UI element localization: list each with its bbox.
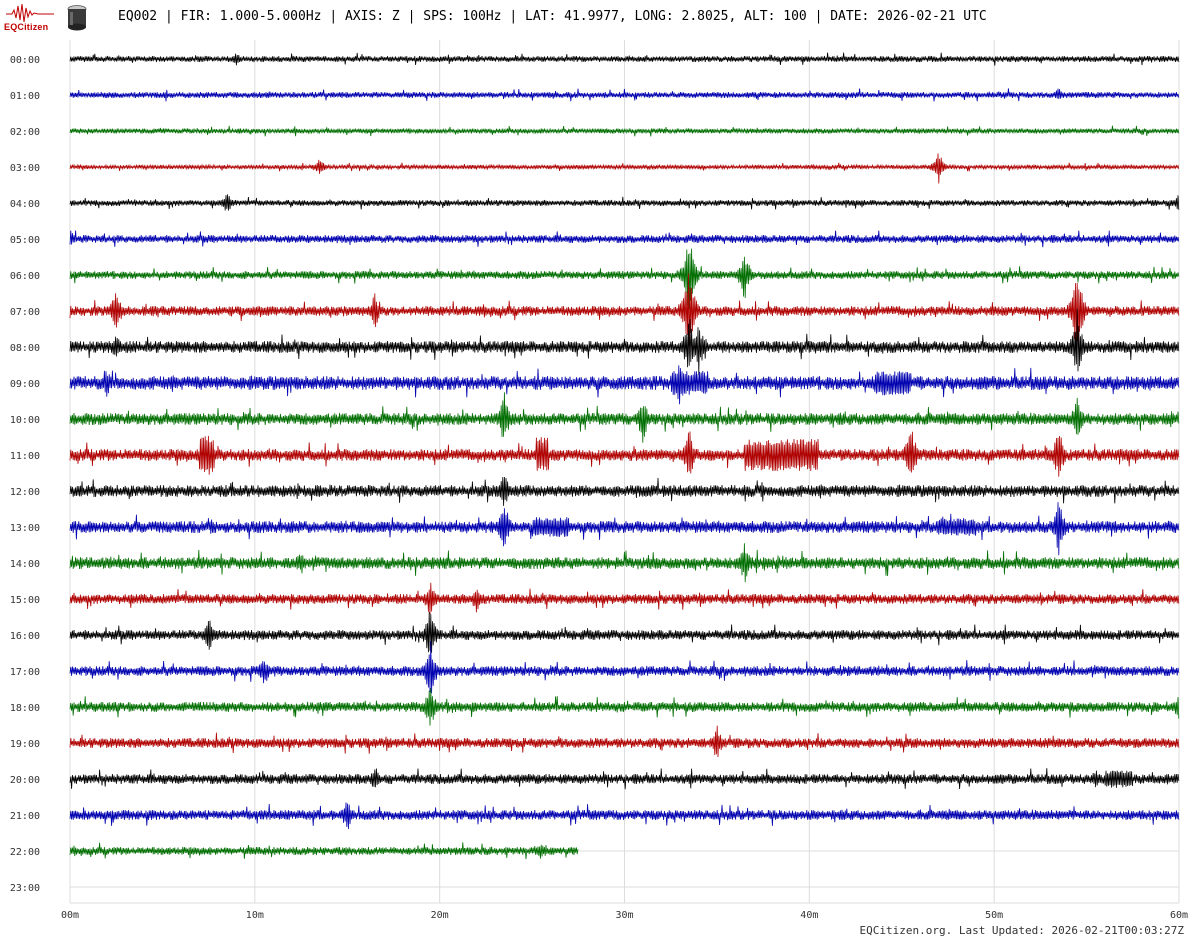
row-time-label: 17:00 — [10, 667, 40, 678]
x-tick-label: 40m — [800, 910, 818, 920]
row-time-label: 06:00 — [10, 271, 40, 282]
row-time-label: 13:00 — [10, 523, 40, 534]
seismic-trace — [69, 273, 1180, 355]
last-updated-footer: EQCitizen.org. Last Updated: 2026-02-21T… — [859, 924, 1184, 937]
row-time-label: 21:00 — [10, 811, 40, 822]
row-time-label: 07:00 — [10, 307, 40, 318]
row-time-label: 23:00 — [10, 883, 40, 894]
row-time-label: 16:00 — [10, 631, 40, 642]
seismic-trace — [69, 308, 1180, 375]
seismic-trace — [69, 88, 1180, 102]
x-tick-label: 60m — [1170, 910, 1188, 920]
seismic-trace — [69, 502, 1180, 556]
logo-text: EQCitizen — [4, 22, 49, 32]
row-time-label: 05:00 — [10, 235, 40, 246]
row-time-label: 08:00 — [10, 343, 40, 354]
x-tick-label: 10m — [246, 910, 264, 920]
seismic-trace — [69, 802, 1180, 830]
seismic-trace — [69, 641, 1180, 694]
row-time-label: 03:00 — [10, 163, 40, 174]
row-time-label: 04:00 — [10, 199, 40, 210]
grid-lines — [69, 40, 1180, 904]
seismic-trace — [69, 543, 1180, 583]
minute-tick-labels: 00m 10m 20m 30m 40m 50m 60m — [61, 910, 1188, 920]
header-bar: EQCitizen EQ002 | FIR: 1.000-5.000Hz | A… — [0, 0, 1200, 36]
helicorder-plot: 00:00 01:00 02:00 03:00 04:00 05:00 06:00 07:00… — [10, 40, 1188, 920]
row-time-label: 14:00 — [10, 559, 40, 570]
trace-group — [69, 52, 1180, 860]
seismic-trace — [69, 688, 1180, 726]
seismic-trace — [69, 476, 1180, 506]
row-time-labels: 00:00 01:00 02:00 03:00 04:00 05:00 06:00 07:00… — [10, 55, 40, 894]
seismic-trace — [69, 248, 1180, 310]
row-time-label: 00:00 — [10, 55, 40, 66]
seismic-trace — [69, 365, 1180, 405]
row-time-label: 12:00 — [10, 487, 40, 498]
row-time-label: 19:00 — [10, 739, 40, 750]
x-tick-label: 20m — [431, 910, 449, 920]
seismic-trace — [69, 431, 1180, 477]
row-time-label: 20:00 — [10, 775, 40, 786]
row-time-label: 01:00 — [10, 91, 40, 102]
x-tick-label: 50m — [985, 910, 1003, 920]
row-time-label: 22:00 — [10, 847, 40, 858]
seismograph-logo-icon — [6, 3, 54, 23]
seismic-trace — [69, 194, 1180, 211]
seismic-trace — [69, 52, 1180, 66]
row-time-label: 15:00 — [10, 595, 40, 606]
x-tick-label: 00m — [61, 910, 79, 920]
page-title: EQ002 | FIR: 1.000-5.000Hz | AXIS: Z | S… — [118, 9, 987, 24]
seismic-trace — [69, 768, 1180, 790]
seismic-trace — [69, 842, 579, 860]
row-time-label: 02:00 — [10, 127, 40, 138]
row-time-label: 09:00 — [10, 379, 40, 390]
seismometer-icon — [67, 5, 87, 31]
row-time-label: 18:00 — [10, 703, 40, 714]
x-tick-label: 30m — [615, 910, 633, 920]
seismic-trace — [69, 230, 1180, 248]
seismic-trace — [69, 153, 1180, 184]
seismic-trace — [69, 612, 1180, 653]
row-time-label: 10:00 — [10, 415, 40, 426]
seismic-trace — [69, 125, 1180, 137]
row-time-label: 11:00 — [10, 451, 40, 462]
seismic-trace — [69, 582, 1180, 615]
seismic-trace — [69, 725, 1180, 758]
seismic-trace — [69, 392, 1180, 443]
